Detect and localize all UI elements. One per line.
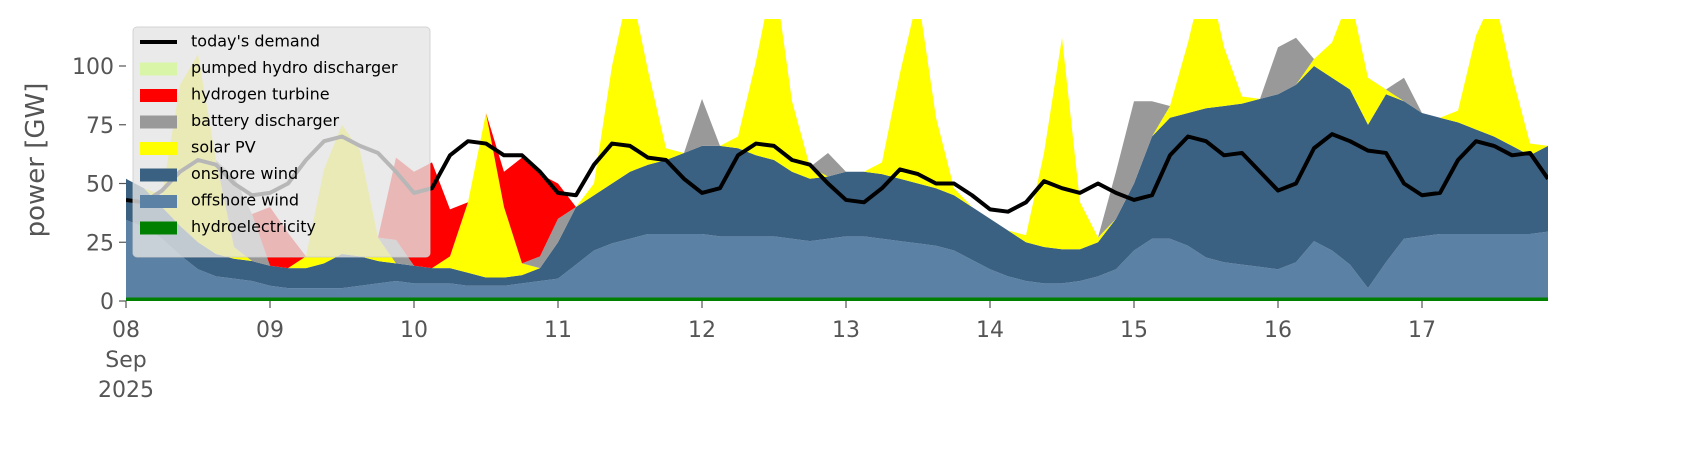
legend-label: hydroelectricity: [191, 217, 316, 236]
x-tick-label: 13: [832, 318, 860, 343]
legend-swatch: [140, 62, 177, 76]
stacked-area: [126, 66, 1548, 289]
stacked-area: [126, 219, 1548, 298]
y-tick-label: 75: [86, 114, 114, 139]
legend-label: pumped hydro discharger: [191, 58, 398, 77]
legend: today's demand pumped hydro discharger hyd…: [132, 26, 431, 258]
legend-label: solar PV: [191, 138, 256, 157]
legend-label: onshore wind: [191, 164, 298, 183]
y-tick-label: 100: [72, 55, 114, 80]
y-tick-label: 50: [86, 173, 114, 198]
x-tick-label: 16: [1264, 318, 1292, 343]
legend-label: today's demand: [191, 32, 320, 51]
x-tick-label: 08: [112, 318, 140, 343]
x-tick-label: 15: [1120, 318, 1148, 343]
x-tick-sublabel: 2025: [98, 378, 154, 403]
stacked-area: [126, 297, 1548, 301]
x-tick-label: 12: [688, 318, 716, 343]
legend-label: offshore wind: [191, 191, 299, 210]
x-tick-label: 17: [1408, 318, 1436, 343]
stacked-area: [126, 19, 1548, 278]
legend-swatch: [140, 89, 177, 102]
x-tick-label: 14: [976, 318, 1004, 343]
legend-swatch: [140, 168, 177, 182]
legend-swatch: [140, 221, 177, 235]
legend-label: hydrogen turbine: [191, 85, 330, 104]
y-tick-label: 25: [86, 231, 114, 256]
y-axis-label: power [GW]: [21, 83, 51, 238]
legend-swatch: [140, 142, 177, 155]
x-tick-label: 10: [400, 318, 428, 343]
y-tick-label: 0: [100, 290, 114, 315]
x-tick-sublabel: Sep: [105, 348, 146, 373]
x-tick-label: 11: [544, 318, 572, 343]
x-tick-label: 09: [256, 318, 284, 343]
legend-swatch: [140, 115, 177, 129]
legend-label: battery discharger: [191, 111, 339, 130]
legend-box: [132, 26, 431, 258]
legend-swatch: [140, 195, 177, 208]
